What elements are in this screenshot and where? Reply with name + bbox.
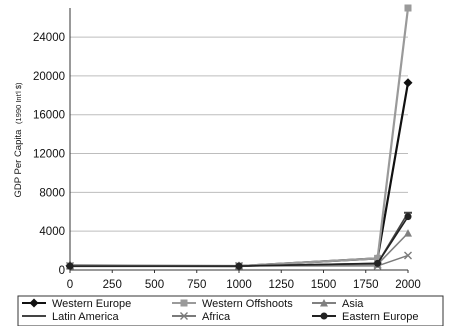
y-axis-label-unit: (1990 Int'l $) [14, 82, 23, 124]
y-tick-labels: 0 4000 8000 12000 16000 20000 24000 [33, 32, 65, 277]
y-tick-label: 20000 [33, 71, 65, 83]
legend-label: Eastern Europe [342, 311, 418, 323]
data-point [404, 229, 412, 237]
series-eastern-europe [66, 213, 412, 270]
data-point [403, 78, 413, 88]
legend-label: Latin America [52, 311, 120, 323]
y-tick-label: 16000 [33, 110, 65, 122]
x-tick-label: 0 [67, 279, 73, 291]
y-tick-label: 4000 [39, 226, 65, 238]
legend-label: Asia [342, 298, 364, 310]
x-tick-label: 1000 [226, 279, 252, 291]
legend-item: Latin America [22, 311, 120, 323]
legend-item: Africa [172, 311, 231, 323]
x-tick-label: 1500 [311, 279, 337, 291]
legend-item: Asia [312, 298, 364, 310]
data-point [235, 262, 243, 270]
legend-item: Eastern Europe [312, 311, 418, 323]
legend-label: Western Offshoots [202, 298, 293, 310]
data-point [66, 262, 74, 270]
series-line [70, 216, 409, 267]
legend-item: Western Europe [22, 298, 131, 310]
series-western-offshoots [66, 4, 412, 270]
series-line [69, 82, 410, 268]
x-tick-label: 2000 [395, 279, 421, 291]
y-tick-label: 12000 [33, 149, 65, 161]
x-tick-label: 1750 [353, 279, 379, 291]
y-tick-label: 24000 [33, 32, 65, 44]
legend: Western Europe Western Offshoots Asia Latin… [17, 295, 444, 326]
y-tick-label: 8000 [39, 187, 65, 199]
data-point [404, 213, 412, 221]
x-tick-label: 250 [103, 279, 122, 291]
legend-marker [180, 299, 188, 307]
series-line [70, 212, 409, 267]
y-tick-label: 0 [59, 265, 65, 277]
legend-marker [320, 299, 328, 307]
x-tick-label: 500 [145, 279, 164, 291]
legend-marker [180, 312, 188, 320]
data-point [374, 254, 382, 262]
legend-label: Africa [202, 311, 231, 323]
series-line [70, 232, 409, 267]
data-point [404, 4, 412, 12]
legend-item: Western Offshoots [172, 298, 293, 310]
gridlines [70, 36, 408, 232]
legend-marker [320, 312, 328, 320]
data-point [404, 251, 412, 260]
x-tick-label: 1250 [268, 279, 294, 291]
data-point [374, 259, 382, 267]
series-latin-america [66, 211, 412, 268]
y-axis-label-main: GDP Per Capita [13, 129, 24, 198]
series-line [70, 7, 410, 268]
legend-marker [29, 298, 39, 308]
series-western-europe [65, 78, 413, 271]
y-axis-label: GDP Per Capita (1990 Int'l $) [13, 82, 24, 198]
series-lines [65, 4, 413, 271]
x-tick-labels: 0 250 500 750 1000 1250 1500 1750 2000 [67, 270, 421, 291]
x-tick-label: 750 [187, 279, 206, 291]
legend-label: Western Europe [52, 298, 131, 310]
legend-box [17, 295, 444, 326]
